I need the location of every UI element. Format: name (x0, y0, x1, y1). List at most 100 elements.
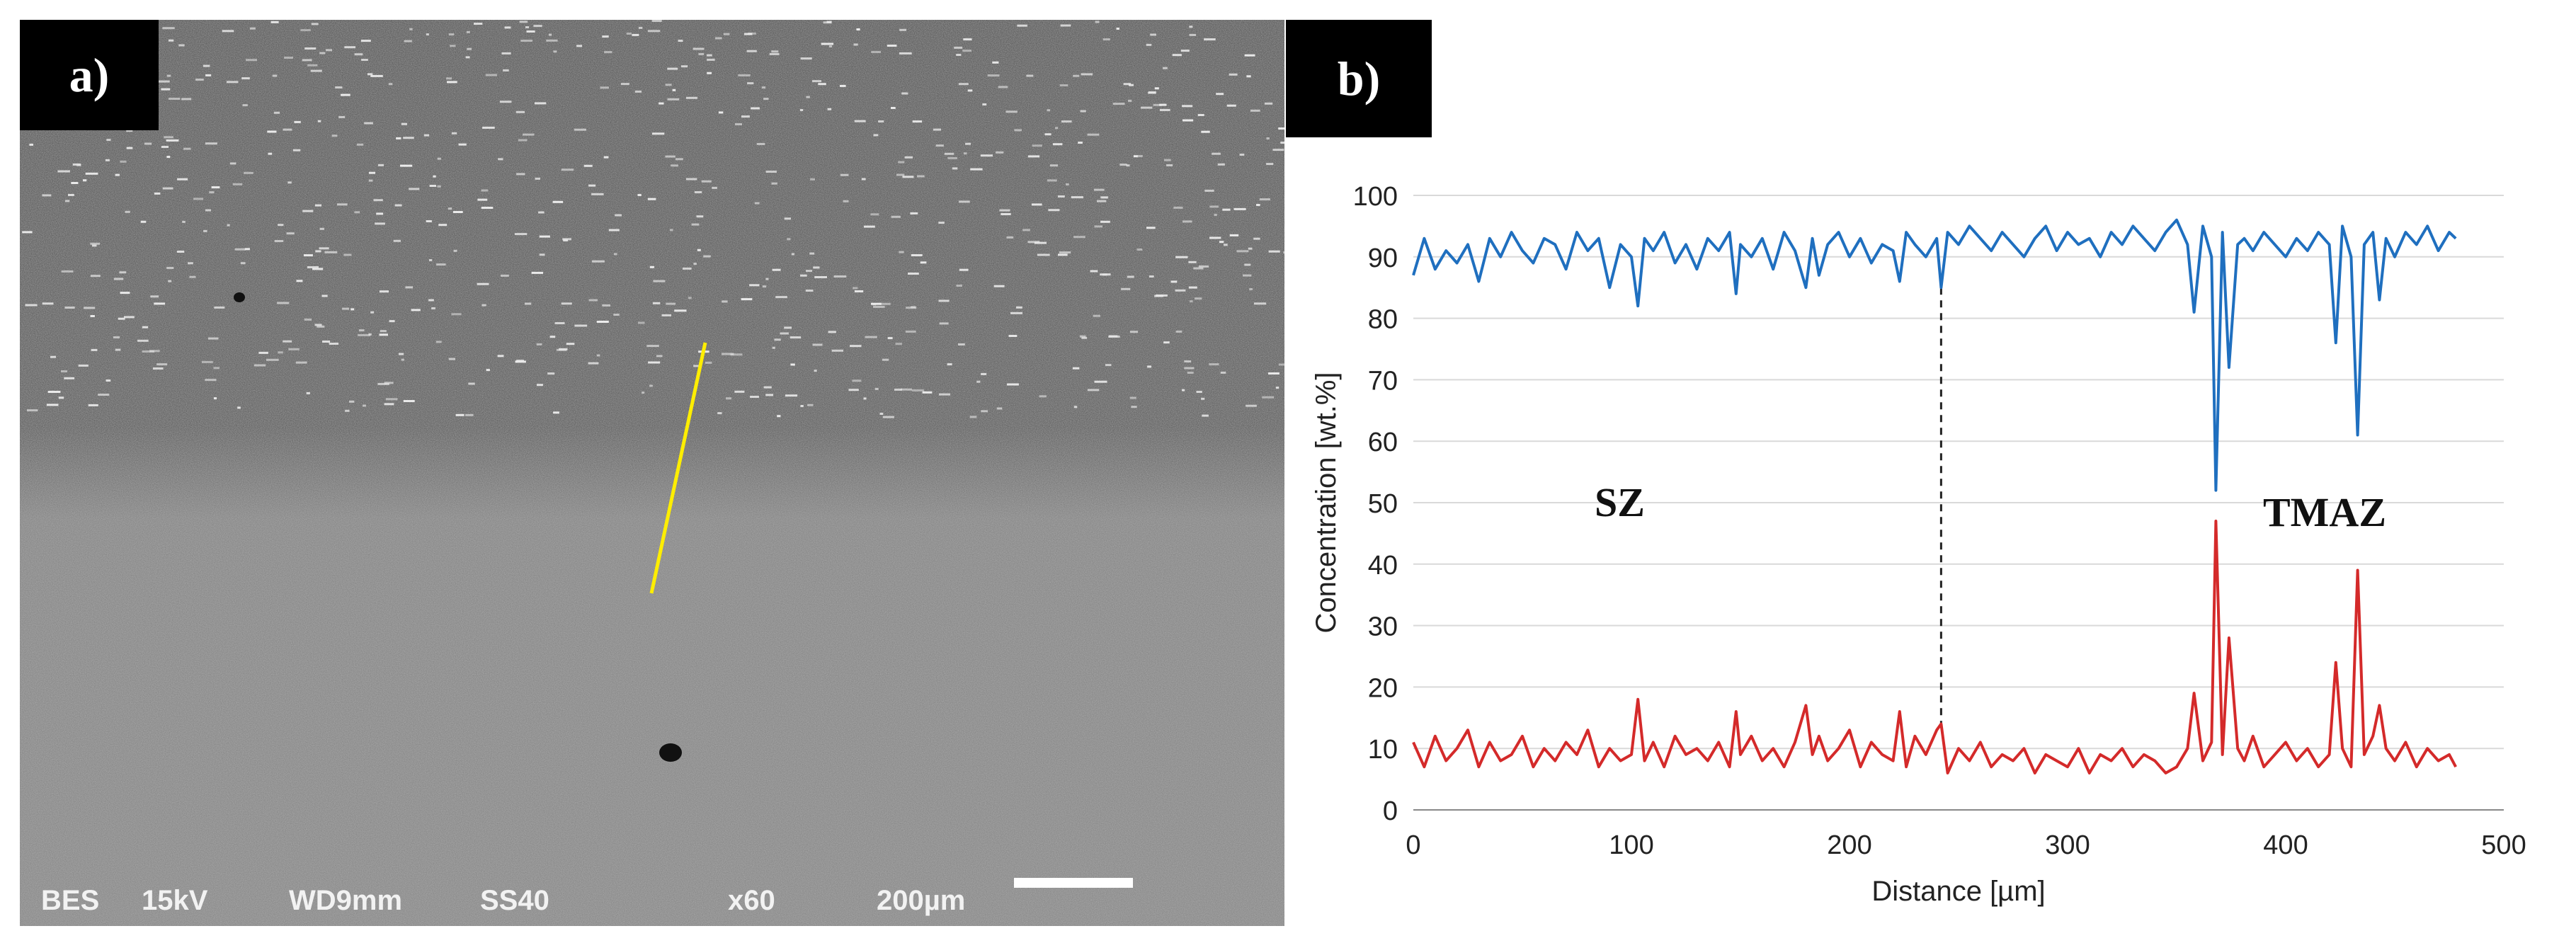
bright-particle (763, 386, 772, 389)
bright-particle (717, 412, 722, 415)
bright-particle (840, 84, 846, 87)
bright-particle (665, 84, 672, 86)
bright-particle (1150, 33, 1156, 36)
bright-particle (809, 252, 815, 255)
bright-particle (288, 348, 300, 350)
bright-particle (963, 38, 972, 41)
bright-particle (854, 120, 866, 122)
bright-particle (227, 224, 230, 227)
bright-particle (514, 233, 528, 236)
bright-particle (574, 128, 586, 131)
bright-particle (882, 416, 894, 418)
bright-particle (799, 109, 804, 111)
bright-particle (661, 314, 671, 316)
bright-particle (1127, 275, 1134, 278)
bright-particle (771, 50, 779, 53)
bright-particle (531, 271, 543, 274)
bright-particle (1163, 159, 1171, 161)
bright-particle (703, 255, 711, 258)
bright-particle (956, 54, 962, 56)
bright-particle (519, 21, 528, 23)
bright-particle (694, 191, 702, 193)
bright-particle (429, 259, 433, 261)
bright-particle (176, 251, 185, 253)
bright-particle (300, 29, 311, 32)
bright-particle (161, 146, 169, 148)
bright-particle (533, 25, 542, 28)
bright-particle (1014, 129, 1022, 132)
bright-particle (1175, 330, 1182, 333)
bright-particle (701, 180, 712, 183)
bright-particle (1159, 103, 1167, 106)
bright-particle (1071, 196, 1083, 199)
bright-particle (1047, 179, 1057, 182)
bright-particle (273, 111, 280, 114)
bright-particle (106, 379, 111, 382)
bright-particle (266, 358, 279, 361)
sem-image (20, 20, 1284, 926)
bright-particle (1087, 389, 1100, 392)
bright-particle (818, 83, 826, 86)
bright-particle (561, 168, 574, 171)
bright-particle (828, 45, 832, 47)
bright-particle (1233, 207, 1246, 210)
bright-particle (938, 299, 950, 302)
bright-particle (553, 50, 557, 53)
bright-particle (751, 107, 760, 110)
bright-particle (1197, 114, 1204, 116)
bright-particle (1059, 251, 1071, 254)
bright-particle (1049, 164, 1059, 167)
bright-particle (465, 56, 470, 59)
bright-particle (1100, 220, 1110, 223)
bright-particle (76, 164, 81, 166)
bright-particle (90, 275, 101, 278)
bright-particle (227, 81, 239, 84)
bright-particle (843, 200, 849, 202)
bright-particle (672, 88, 676, 91)
bright-particle (213, 367, 220, 370)
bright-particle (188, 262, 193, 265)
bright-particle (1272, 149, 1284, 152)
bright-particle (812, 343, 823, 346)
y-tick-label: 0 (1383, 796, 1398, 826)
bright-particle (503, 69, 509, 72)
bright-particle (25, 304, 38, 307)
bright-particle (1214, 214, 1217, 216)
bright-particle (632, 33, 639, 36)
bright-particle (501, 52, 511, 55)
bright-particle (718, 111, 724, 114)
panel-b-label: b) (1286, 20, 1432, 137)
bright-particle (438, 224, 448, 227)
bright-particle (887, 337, 893, 340)
bright-particle (693, 263, 697, 265)
sem-pore (659, 743, 682, 762)
bright-particle (388, 83, 393, 86)
bright-particle (534, 102, 547, 105)
bright-particle (900, 388, 912, 391)
bright-particle (481, 304, 486, 307)
bright-particle (42, 302, 54, 305)
bright-particle (1149, 275, 1154, 278)
bright-particle (137, 339, 149, 342)
bright-particle (1239, 154, 1245, 156)
bright-particle (42, 194, 52, 197)
bright-particle (1090, 270, 1098, 273)
bright-particle (448, 358, 455, 360)
bright-particle (253, 364, 266, 367)
bright-particle (780, 332, 789, 335)
bright-particle (1146, 43, 1152, 46)
bright-particle (312, 268, 324, 270)
bright-particle (899, 251, 904, 253)
bright-particle (686, 96, 697, 99)
info-mode: BES (41, 885, 100, 916)
bright-particle (324, 251, 338, 253)
bright-particle (596, 321, 609, 323)
bright-particle (588, 362, 599, 365)
bright-particle (65, 200, 70, 202)
bright-particle (894, 388, 902, 391)
bright-particle (638, 26, 643, 29)
bright-particle (899, 28, 906, 31)
bright-particle (1016, 306, 1022, 309)
bright-particle (307, 64, 318, 67)
bright-particle (666, 302, 676, 305)
